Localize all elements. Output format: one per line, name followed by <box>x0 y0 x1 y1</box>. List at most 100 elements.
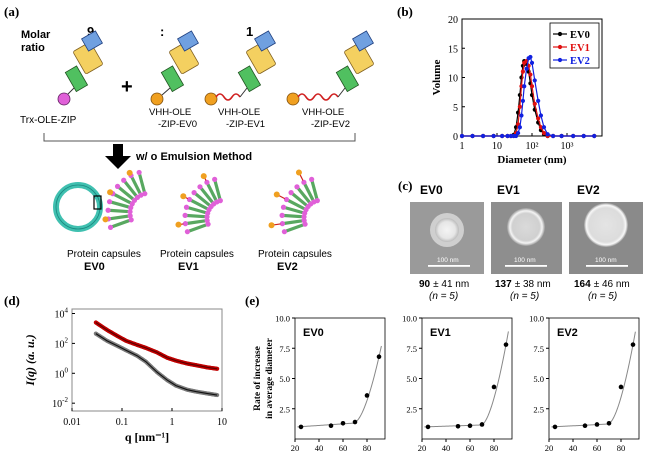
fit-curve <box>297 345 382 428</box>
headgroup-outer <box>301 179 307 185</box>
y-tick-label: 5 <box>453 103 458 114</box>
construct-label-trx: Trx-OLE-ZIP <box>20 115 77 126</box>
data-point-EV2 <box>581 133 586 139</box>
y-tick-label: 5.0 <box>406 374 417 384</box>
data-point <box>425 424 431 430</box>
bracket-line <box>43 133 356 142</box>
construct-vhh-ev0: VHH-OLE -ZIP-EV0 <box>149 30 199 130</box>
scale-bar-label: 100 nm <box>514 257 536 264</box>
series-line-EV2 <box>462 56 595 137</box>
ole-domain-icon <box>344 42 374 74</box>
lipid-tail <box>186 213 206 219</box>
data-point-EV2 <box>513 133 519 139</box>
y-tick-label: 2.5 <box>533 404 544 414</box>
data-point-EV1 <box>528 72 533 77</box>
chart-d: 10-2 100 102 104 0.01 0.1 1 10 q [nm⁻¹] I(q) (a. … <box>23 306 227 444</box>
size-ev1-n: (n = 5) <box>510 291 539 302</box>
x-tick-label: 40 <box>569 443 578 453</box>
lipid-tail <box>284 219 303 225</box>
capsule-ev1-illustration <box>175 173 223 235</box>
scale-bar <box>428 265 470 267</box>
headgroup-outer <box>281 229 288 235</box>
ole-domain-icon <box>73 42 103 74</box>
legend-marker <box>557 31 563 37</box>
data-point-EV1 <box>532 101 537 106</box>
lipid-tail <box>190 199 208 211</box>
headgroup-outer <box>283 196 290 203</box>
headgroup-inner <box>301 217 307 224</box>
data-point-EV2 <box>515 130 521 136</box>
data-point-EV2 <box>550 133 556 139</box>
x-tick-label: 10 <box>217 417 227 428</box>
construct-label-ev1-line2: -ZIP-EV1 <box>226 119 265 130</box>
size-ev0-value: 90 <box>419 279 431 290</box>
headgroup-inner <box>217 198 223 204</box>
tem-label-ev0: EV0 <box>420 183 443 197</box>
capsule-label-ev1-line1: Protein capsules <box>160 249 234 260</box>
data-point-EV2 <box>470 133 475 139</box>
data-point-EV1 <box>538 125 544 130</box>
headgroup-outer <box>114 183 121 189</box>
x-axis-label: Diameter (nm) <box>497 154 566 166</box>
legend-label-EV1: EV1 <box>570 43 590 54</box>
y-tick-label: 2.5 <box>406 404 417 414</box>
size-ev1: 137 ± 38 nm <box>495 279 551 290</box>
headgroup-outer <box>288 190 294 196</box>
tem-image-ev0: 100 nm <box>410 202 484 274</box>
capsule-label-ev0-line2: EV0 <box>84 261 105 273</box>
construct-label-ev2-line2: -ZIP-EV2 <box>311 119 350 130</box>
panel-label-e: (e) <box>245 293 259 308</box>
data-point <box>352 419 358 425</box>
x-tick-label: 80 <box>617 443 626 453</box>
data-point-EV2 <box>480 133 486 139</box>
panel-e: (e) Rate of increase in average diameter E… <box>245 293 640 453</box>
scale-bar-label: 100 nm <box>437 257 459 264</box>
y-axis-label-line1: Rate of increase <box>253 346 263 411</box>
x-tick-label: 20 <box>545 443 554 453</box>
data-point-EV2 <box>529 60 535 65</box>
lipid-tail <box>284 206 304 215</box>
bilayer-ev1-icon <box>175 173 223 235</box>
size-ev0-pm: ± 41 nm <box>433 279 469 290</box>
vhh-dot <box>273 191 280 198</box>
y-tick-label: 10.0 <box>402 314 417 324</box>
x-tick-label: 60 <box>466 443 475 453</box>
y-tick-label: 7.5 <box>406 344 417 354</box>
data-point-EV1 <box>517 104 522 109</box>
x-tick-label: 0.1 <box>116 417 129 428</box>
size-ev1-pm: ± 38 nm <box>515 279 551 290</box>
x-tick-label: 80 <box>490 443 499 453</box>
helix-domain-icon <box>352 30 374 52</box>
data-point <box>594 422 600 427</box>
headgroup-inner <box>127 213 133 219</box>
construct-vhh-ev2: VHH-OLE -ZIP-EV2 <box>286 30 374 130</box>
size-ev2: 164 ± 46 nm <box>574 279 630 290</box>
data-point <box>552 424 558 430</box>
lipid-tail <box>138 173 146 193</box>
x-tick-label: 60 <box>593 443 602 453</box>
capsule-label-ev0-line1: Protein capsules <box>67 249 141 260</box>
y-tick-label: 100 <box>55 366 69 380</box>
data-point-EV2 <box>524 66 529 71</box>
headgroup-outer <box>136 169 142 176</box>
x-tick-label: 1 <box>170 417 175 428</box>
data-point <box>503 342 509 347</box>
y-tick-label: 2.5 <box>279 404 290 414</box>
panel-label-a: (a) <box>4 4 19 19</box>
data-point-EV2 <box>500 133 505 139</box>
ole-domain-icon <box>169 42 199 74</box>
lipid-tail <box>111 200 130 209</box>
lipid-tail <box>113 193 132 205</box>
x-tick-label: 10 <box>492 141 502 152</box>
size-ev2-pm: ± 46 nm <box>594 279 630 290</box>
data-point-EV2 <box>505 133 510 139</box>
data-point <box>467 423 473 428</box>
construct-label-ev0-line2: -ZIP-EV0 <box>158 119 197 130</box>
capsule-ev0-illustration <box>53 169 148 232</box>
chart-e: Rate of increase in average diameter EV0 2.… <box>253 314 640 453</box>
y-axis-label: Volume <box>431 60 443 96</box>
linker <box>273 223 281 226</box>
x-tick-label: 20 <box>418 443 427 453</box>
arrow-shaft <box>113 144 123 156</box>
headgroup-outer <box>204 179 210 185</box>
